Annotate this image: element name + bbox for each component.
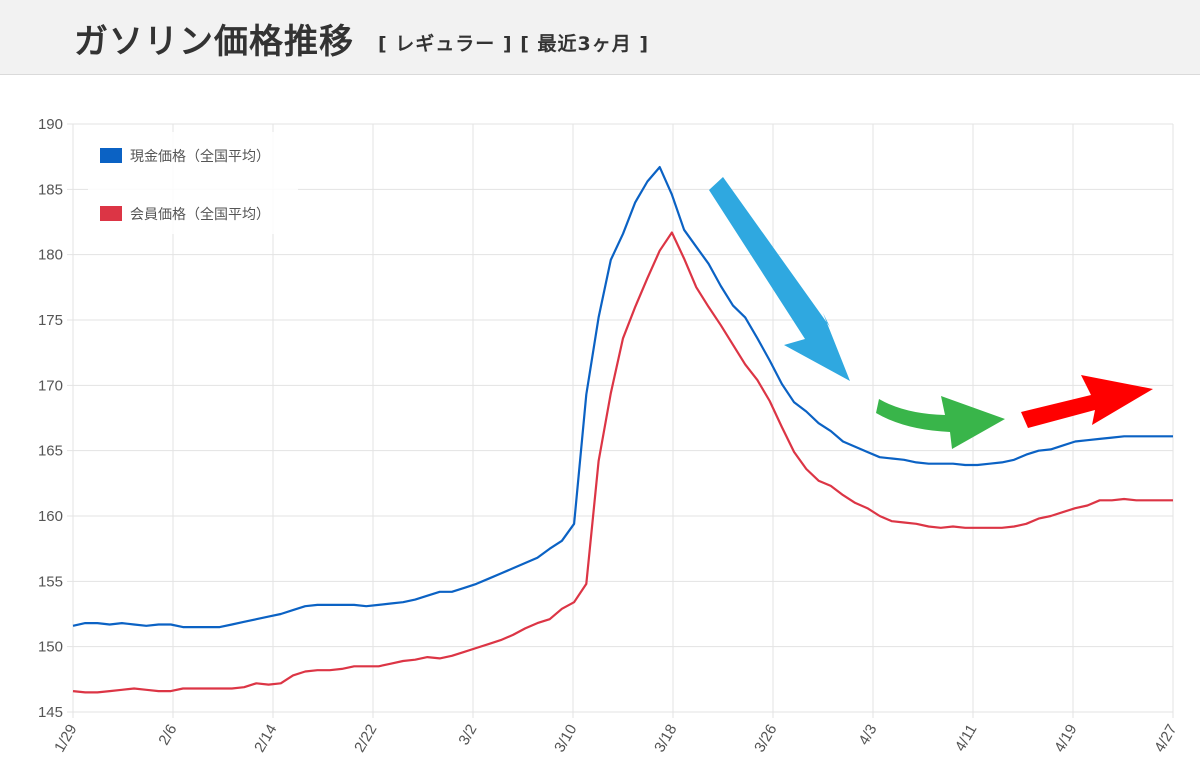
trend-down-arrow-icon	[709, 177, 850, 381]
axis-ticks: 145 150 155 160 165 170 175 180 185 190 1/29 2/6 2/1…	[38, 116, 1180, 755]
x-tick-label: 1/29	[51, 722, 80, 756]
series-line-member	[72, 231, 1173, 694]
trend-flat-arrow-icon	[876, 396, 1005, 449]
legend-label-cash: 現金価格（全国平均）	[130, 148, 270, 165]
x-tick-label: 2/6	[155, 722, 180, 749]
y-tick-label: 165	[38, 443, 63, 460]
y-tick-label: 170	[38, 377, 63, 394]
x-tick-label: 4/19	[1051, 722, 1080, 756]
x-tick-label: 3/2	[455, 722, 480, 749]
trend-arrows	[709, 177, 1153, 449]
legend-swatch-member	[100, 206, 122, 221]
x-tick-label: 2/22	[351, 722, 380, 756]
legend: 現金価格（全国平均） 会員価格（全国平均）	[88, 132, 298, 234]
price-line-chart: 145 150 155 160 165 170 175 180 185 190 1/29 2/6 2/1…	[38, 116, 1180, 755]
legend-background	[88, 132, 298, 234]
y-tick-label: 160	[38, 508, 63, 525]
x-tick-label: 3/10	[551, 722, 580, 756]
page-title: ガソリン価格推移	[74, 22, 354, 62]
x-tick-label: 4/11	[952, 722, 981, 755]
series-line-cash	[72, 166, 1173, 629]
page-subtitle: [ レギュラー ] [ 最近3ヶ月 ]	[378, 33, 650, 55]
y-tick-label: 150	[38, 639, 63, 656]
x-tick-label: 4/27	[1151, 722, 1180, 756]
legend-swatch-cash	[100, 148, 122, 163]
x-tick-label: 3/18	[651, 722, 680, 756]
y-tick-label: 145	[38, 704, 63, 721]
series-lines	[72, 166, 1173, 694]
x-tick-label: 2/14	[251, 722, 280, 756]
y-tick-label: 155	[38, 573, 63, 590]
page-header: ガソリン価格推移 [ レギュラー ] [ 最近3ヶ月 ]	[0, 0, 1200, 75]
trend-up-arrow-icon	[1021, 375, 1153, 428]
y-tick-label: 190	[38, 116, 63, 133]
y-tick-label: 175	[38, 312, 63, 329]
legend-label-member: 会員価格（全国平均）	[130, 206, 270, 223]
y-tick-label: 180	[38, 247, 63, 264]
y-tick-label: 185	[38, 181, 63, 198]
x-tick-label: 4/3	[855, 722, 880, 749]
x-tick-label: 3/26	[751, 722, 780, 756]
